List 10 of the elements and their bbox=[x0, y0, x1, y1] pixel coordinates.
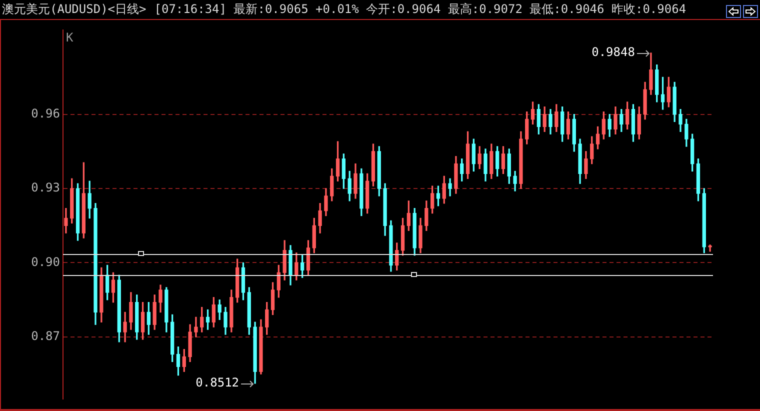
y-tick-label: 0.93 bbox=[31, 180, 60, 195]
annotation: K bbox=[66, 30, 74, 44]
candlestick bbox=[708, 244, 712, 252]
chart-subtitle: [07:16:34] 最新:0.9065 +0.01% 今开:0.9064 最高:0.9072 最低:0.9046 昨收:0.9064 bbox=[154, 2, 686, 16]
annotation: 0.8512 bbox=[196, 376, 240, 390]
annotation: 0.9848 bbox=[592, 45, 635, 60]
y-tick-label: 0.87 bbox=[31, 329, 60, 344]
y-tick-label: 0.90 bbox=[31, 254, 60, 269]
chart-title: 澳元美元(AUDUSD)<日线> bbox=[2, 2, 146, 16]
y-tick-label: 0.96 bbox=[31, 106, 60, 120]
